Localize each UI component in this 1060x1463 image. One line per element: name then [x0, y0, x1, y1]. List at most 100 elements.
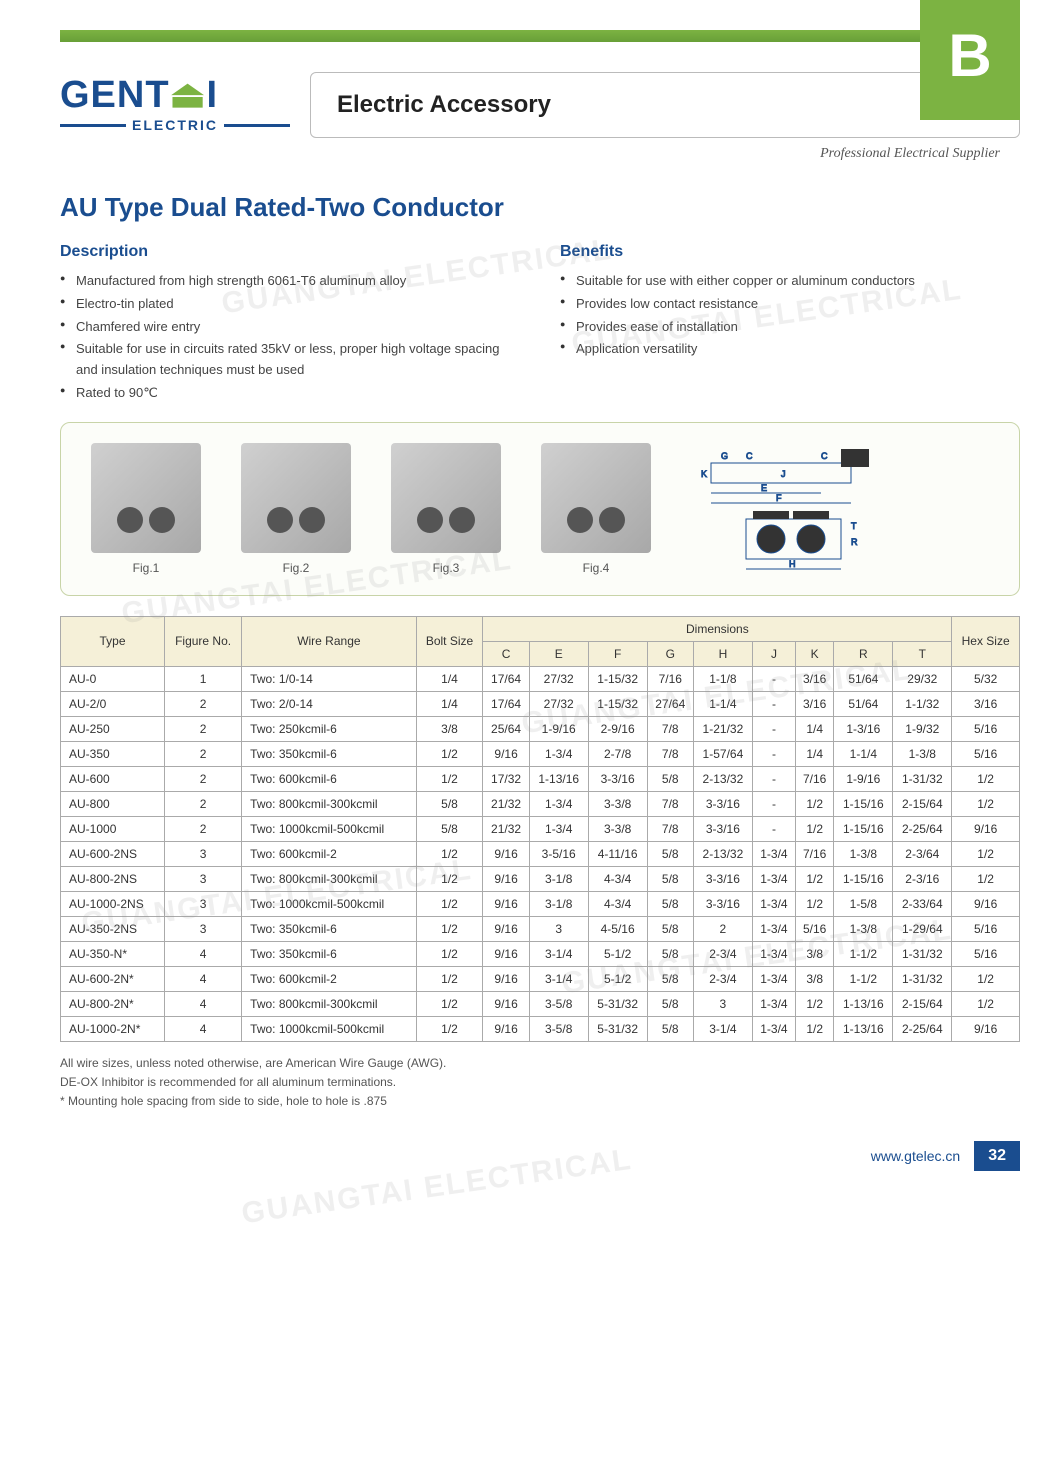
- table-cell: 5/16: [952, 941, 1020, 966]
- logo: GENT⏏I ELECTRIC: [60, 72, 290, 133]
- table-cell: Two: 350kcmil-6: [242, 741, 416, 766]
- table-cell: 3/16: [796, 666, 834, 691]
- table-cell: 1: [165, 666, 242, 691]
- table-cell: 1-1/4: [834, 741, 893, 766]
- table-cell: 3/16: [796, 691, 834, 716]
- table-cell: 5/8: [416, 791, 483, 816]
- table-cell: 4-11/16: [588, 841, 647, 866]
- bullet-item: Electro-tin plated: [60, 294, 520, 315]
- table-cell: 2-3/4: [693, 941, 752, 966]
- table-cell: 1-1/2: [834, 941, 893, 966]
- table-cell: 1/2: [952, 991, 1020, 1016]
- table-cell: 1-9/16: [529, 716, 588, 741]
- table-cell: 1-13/16: [834, 1016, 893, 1041]
- table-cell: 3-3/16: [693, 791, 752, 816]
- table-cell: 1-3/4: [752, 1016, 795, 1041]
- table-header: Type Figure No. Wire Range Bolt Size Dim…: [61, 616, 1020, 666]
- table-cell: 21/32: [483, 791, 529, 816]
- table-cell: 17/32: [483, 766, 529, 791]
- table-cell: 9/16: [483, 741, 529, 766]
- table-cell: 27/32: [529, 666, 588, 691]
- table-cell: 2: [165, 691, 242, 716]
- table-cell: 2-33/64: [893, 891, 952, 916]
- fig-4: Fig.4: [541, 443, 651, 575]
- bullet-item: Manufactured from high strength 6061-T6 …: [60, 271, 520, 292]
- svg-text:R: R: [851, 537, 858, 547]
- table-cell: 1/4: [796, 741, 834, 766]
- table-cell: 1-3/8: [893, 741, 952, 766]
- table-cell: 3-3/8: [588, 816, 647, 841]
- logo-main: GENT⏏I: [60, 72, 290, 117]
- table-cell: 2: [165, 766, 242, 791]
- table-cell: 1-13/16: [529, 766, 588, 791]
- table-cell: 2: [165, 816, 242, 841]
- table-cell: -: [752, 766, 795, 791]
- svg-text:F: F: [776, 493, 782, 503]
- table-cell: 7/8: [647, 741, 693, 766]
- category-title: Electric Accessory: [337, 91, 993, 119]
- table-cell: 3-1/4: [693, 1016, 752, 1041]
- table-cell: 17/64: [483, 666, 529, 691]
- table-cell: 1-21/32: [693, 716, 752, 741]
- table-cell: Two: 800kcmil-300kcmil: [242, 791, 416, 816]
- table-cell: 4-3/4: [588, 866, 647, 891]
- table-row: AU-350-N*4Two: 350kcmil-61/29/163-1/45-1…: [61, 941, 1020, 966]
- svg-text:K: K: [701, 469, 707, 479]
- table-cell: 17/64: [483, 691, 529, 716]
- tab-letter: B: [948, 21, 991, 90]
- header: GENT⏏I ELECTRIC Electric Accessory: [60, 72, 1020, 138]
- table-cell: 1/4: [416, 691, 483, 716]
- svg-text:H: H: [789, 559, 796, 569]
- bullet-item: Provides ease of installation: [560, 317, 1020, 338]
- desc-benefits: Description Manufactured from high stren…: [60, 243, 1020, 406]
- dim-col: R: [834, 641, 893, 666]
- table-cell: 1-13/16: [834, 991, 893, 1016]
- logo-sub: ELECTRIC: [60, 117, 290, 133]
- table-cell: 1-3/4: [752, 941, 795, 966]
- section-tab: B: [920, 0, 1020, 120]
- table-cell: Two: 350kcmil-6: [242, 916, 416, 941]
- dim-col: T: [893, 641, 952, 666]
- dim-col: G: [647, 641, 693, 666]
- footer-url: www.gtelec.cn: [857, 1142, 974, 1170]
- table-cell: AU-800: [61, 791, 165, 816]
- table-cell: 3-5/16: [529, 841, 588, 866]
- table-cell: 3-3/16: [693, 816, 752, 841]
- table-row: AU-8002Two: 800kcmil-300kcmil5/821/321-3…: [61, 791, 1020, 816]
- table-cell: 1-3/8: [834, 916, 893, 941]
- table-cell: 5/8: [647, 866, 693, 891]
- table-cell: 1-1/4: [693, 691, 752, 716]
- table-cell: 1-3/4: [752, 916, 795, 941]
- table-cell: 5/8: [647, 941, 693, 966]
- table-cell: 1-5/8: [834, 891, 893, 916]
- bullet-item: Chamfered wire entry: [60, 317, 520, 338]
- table-cell: 1/2: [796, 1016, 834, 1041]
- dim-col: K: [796, 641, 834, 666]
- table-cell: 1-31/32: [893, 966, 952, 991]
- table-cell: 3: [529, 916, 588, 941]
- bullet-item: Provides low contact resistance: [560, 294, 1020, 315]
- table-cell: 9/16: [483, 891, 529, 916]
- table-row: AU-10002Two: 1000kcmil-500kcmil5/821/321…: [61, 816, 1020, 841]
- table-cell: 1/2: [416, 866, 483, 891]
- table-cell: AU-0: [61, 666, 165, 691]
- bullet-item: Rated to 90℃: [60, 383, 520, 404]
- dim-col: E: [529, 641, 588, 666]
- table-cell: 1-3/4: [752, 866, 795, 891]
- table-cell: 3-1/4: [529, 941, 588, 966]
- table-cell: 1/2: [952, 866, 1020, 891]
- bullet-item: Suitable for use in circuits rated 35kV …: [60, 339, 520, 381]
- dim-col: F: [588, 641, 647, 666]
- table-cell: AU-600: [61, 766, 165, 791]
- table-cell: 1/2: [416, 741, 483, 766]
- svg-text:C: C: [821, 451, 828, 461]
- table-row: AU-600-2NS3Two: 600kcmil-21/29/163-5/164…: [61, 841, 1020, 866]
- table-cell: 4-3/4: [588, 891, 647, 916]
- table-cell: 51/64: [834, 691, 893, 716]
- table-cell: 9/16: [483, 916, 529, 941]
- table-cell: 3/8: [416, 716, 483, 741]
- catalog-page: B GENT⏏I ELECTRIC Electric Accessory Pro…: [0, 0, 1060, 1191]
- table-cell: AU-350-2NS: [61, 916, 165, 941]
- table-cell: 1-15/16: [834, 791, 893, 816]
- product-photo: [391, 443, 501, 553]
